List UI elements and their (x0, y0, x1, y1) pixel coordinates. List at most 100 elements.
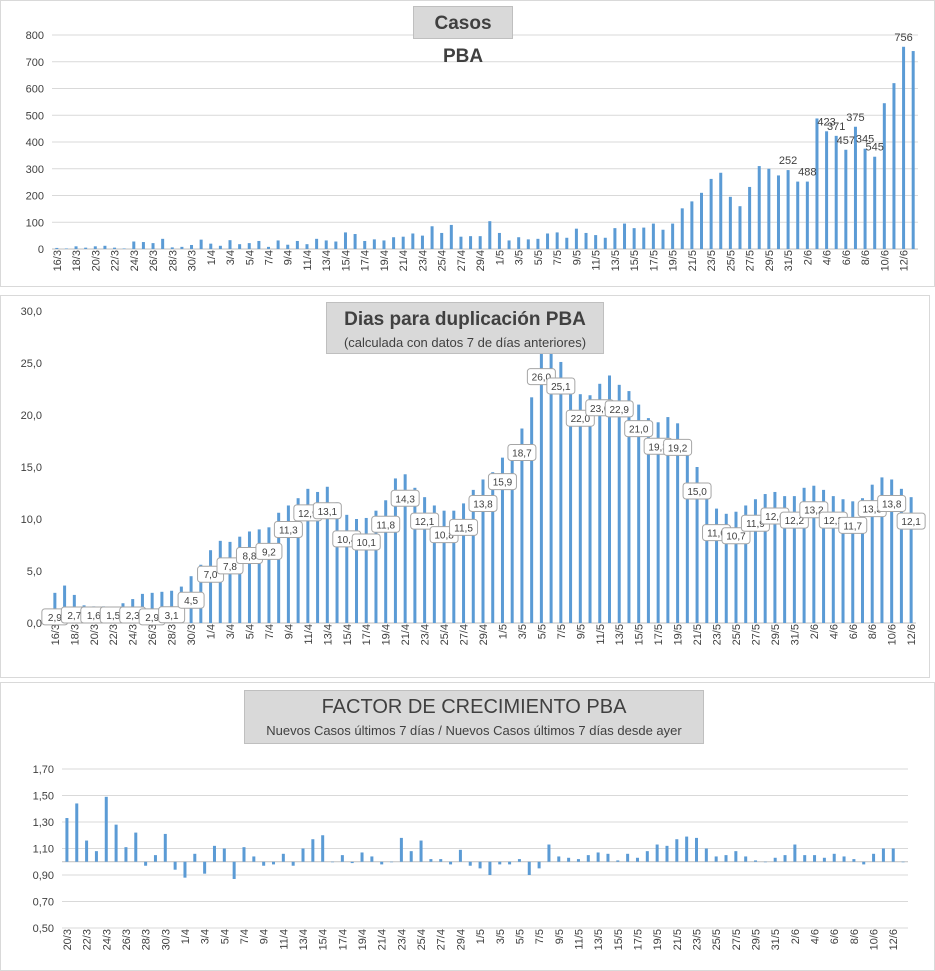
bar (603, 237, 607, 249)
bar (94, 851, 98, 862)
data-label-box (468, 494, 498, 512)
data-label-box (624, 420, 654, 438)
x-tick-label: 9/5 (575, 624, 587, 639)
bar (228, 240, 232, 249)
y-tick-label: 0,70 (33, 897, 54, 909)
x-tick-label: 8/6 (849, 929, 861, 944)
x-tick-label: 1/4 (206, 624, 218, 639)
bar (363, 240, 367, 249)
bar (252, 856, 256, 862)
bar (680, 208, 684, 249)
bar (635, 857, 639, 862)
bar (286, 505, 290, 623)
data-label-box (255, 542, 283, 560)
x-tick-label: 23/4 (417, 250, 429, 271)
x-tick-label: 26/3 (121, 929, 133, 950)
data-label-box (682, 482, 712, 500)
bar (574, 228, 578, 249)
x-tick-label: 23/5 (712, 624, 724, 645)
x-tick-label: 27/4 (459, 624, 471, 645)
bar (872, 853, 876, 862)
x-tick-label: 3/4 (200, 929, 212, 944)
x-tick-label: 18/3 (71, 250, 83, 271)
bar (335, 502, 339, 623)
bar (844, 149, 848, 249)
y-tick-label: 500 (26, 110, 44, 122)
bar (462, 503, 466, 623)
y-tick-label: 1,50 (33, 791, 54, 803)
bar (141, 242, 145, 249)
x-tick-label: 7/5 (534, 929, 546, 944)
bar (497, 232, 501, 249)
x-tick-label: 28/3 (141, 929, 153, 950)
bar (209, 550, 213, 623)
x-tick-label: 15/4 (340, 250, 352, 271)
bar (763, 494, 767, 623)
data-label: 19,2 (668, 443, 688, 454)
bar (481, 479, 485, 623)
growth-factor-chart-title-box: FACTOR DE CRECIMIENTO PBA Nuevos Casos ú… (244, 690, 704, 744)
x-tick-label: 29/4 (455, 929, 467, 950)
bar (851, 501, 855, 623)
doubling-chart-subtitle: (calculada con datos 7 de días anteriore… (343, 335, 587, 350)
data-label: 2,9 (48, 613, 62, 624)
bar (180, 246, 184, 249)
data-label: 13,3 (862, 505, 882, 516)
data-label: 488 (798, 167, 816, 179)
x-tick-label: 27/5 (731, 929, 743, 950)
x-tick-label: 17/4 (360, 250, 372, 271)
x-tick-label: 9/4 (259, 929, 271, 944)
data-label: 9,2 (262, 547, 276, 558)
bar (340, 855, 344, 862)
x-tick-label: 29/4 (475, 250, 487, 271)
bar (291, 861, 295, 866)
x-tick-label: 26/3 (147, 624, 159, 645)
x-tick-label: 11/5 (595, 624, 607, 645)
y-tick-label: 30,0 (21, 306, 42, 318)
bar (295, 240, 299, 249)
bar (596, 852, 600, 862)
bar (150, 592, 154, 623)
data-label: 13,8 (882, 499, 902, 510)
data-label: 10,4 (337, 535, 357, 546)
bar (507, 240, 511, 249)
data-label: 2,9 (145, 613, 159, 624)
bar (203, 861, 207, 874)
data-label: 13,2 (804, 506, 824, 517)
bar (193, 853, 197, 862)
data-label: 2,3 (126, 611, 140, 622)
bar (728, 196, 732, 249)
data-label: 375 (846, 112, 864, 124)
bar (277, 512, 281, 623)
bar (714, 856, 718, 862)
bar (588, 395, 592, 623)
bar (870, 484, 874, 623)
x-tick-label: 25/5 (711, 929, 723, 950)
bar (526, 239, 530, 249)
data-label: 12,2 (824, 516, 844, 527)
bar (355, 519, 359, 623)
x-tick-label: 24/3 (128, 624, 140, 645)
bar (257, 529, 261, 623)
bar (508, 861, 512, 865)
data-label-box (604, 400, 634, 418)
bar (813, 855, 817, 862)
x-tick-label: 20/3 (62, 929, 74, 950)
x-tick-label: 17/5 (648, 250, 660, 271)
y-tick-label: 100 (26, 217, 44, 229)
doubling-chart-title: Dias para duplicación PBA (344, 309, 586, 330)
x-tick-label: 22/3 (110, 250, 122, 271)
x-tick-label: 17/5 (632, 929, 644, 950)
data-label-box (546, 377, 576, 395)
bar (209, 243, 213, 249)
bar (738, 206, 742, 249)
bar (382, 240, 386, 249)
bar (134, 832, 138, 862)
x-tick-label: 2/6 (790, 929, 802, 944)
data-label-box (351, 533, 381, 551)
x-tick-label: 5/4 (219, 929, 231, 944)
x-tick-label: 15/5 (629, 250, 641, 271)
bar (783, 496, 787, 623)
x-tick-label: 11/5 (591, 250, 603, 271)
